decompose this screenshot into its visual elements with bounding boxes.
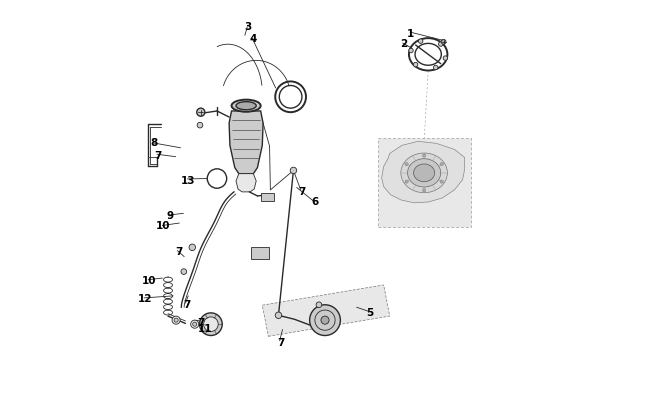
Circle shape <box>172 316 180 324</box>
Circle shape <box>189 245 196 251</box>
Circle shape <box>443 57 448 61</box>
Circle shape <box>275 312 281 319</box>
Text: 7: 7 <box>198 317 205 327</box>
Text: 1: 1 <box>407 29 415 39</box>
Text: 3: 3 <box>244 22 252 32</box>
Circle shape <box>200 313 222 336</box>
Ellipse shape <box>231 100 261 113</box>
Text: 8: 8 <box>151 138 158 148</box>
Circle shape <box>439 43 443 47</box>
Polygon shape <box>382 142 465 203</box>
Circle shape <box>413 63 418 68</box>
Polygon shape <box>236 174 256 192</box>
Text: 13: 13 <box>181 175 196 185</box>
Circle shape <box>290 168 296 174</box>
Circle shape <box>197 109 205 117</box>
Bar <box>261 193 274 201</box>
Text: 10: 10 <box>156 221 170 231</box>
Circle shape <box>316 302 322 308</box>
Circle shape <box>441 40 446 45</box>
Text: 11: 11 <box>198 324 213 333</box>
Bar <box>252 247 269 260</box>
Circle shape <box>190 320 199 328</box>
Circle shape <box>309 305 341 336</box>
Circle shape <box>405 181 408 184</box>
Circle shape <box>174 318 178 322</box>
Text: 2: 2 <box>400 39 408 49</box>
Text: 5: 5 <box>366 307 373 317</box>
Circle shape <box>321 316 329 324</box>
Text: 7: 7 <box>298 186 306 196</box>
Ellipse shape <box>236 102 256 111</box>
Ellipse shape <box>413 164 435 182</box>
Polygon shape <box>263 285 390 337</box>
Polygon shape <box>229 112 263 174</box>
Circle shape <box>181 269 187 275</box>
Text: 6: 6 <box>311 197 319 207</box>
Circle shape <box>192 322 197 326</box>
Circle shape <box>440 163 443 166</box>
Text: 4: 4 <box>250 34 257 44</box>
Circle shape <box>203 317 218 332</box>
Text: 7: 7 <box>175 247 182 257</box>
Bar <box>378 139 471 228</box>
Circle shape <box>422 189 426 192</box>
Text: 7: 7 <box>278 337 285 347</box>
Text: 9: 9 <box>167 211 174 220</box>
Text: 7: 7 <box>183 299 190 309</box>
Ellipse shape <box>408 159 441 188</box>
Circle shape <box>440 181 443 184</box>
Text: 12: 12 <box>138 294 152 304</box>
Circle shape <box>197 123 203 129</box>
Text: 10: 10 <box>142 275 156 285</box>
Circle shape <box>409 49 413 53</box>
Ellipse shape <box>401 153 447 193</box>
Text: 7: 7 <box>155 151 162 161</box>
Circle shape <box>405 163 408 166</box>
Circle shape <box>419 40 423 44</box>
Circle shape <box>434 66 438 70</box>
Circle shape <box>422 154 426 158</box>
